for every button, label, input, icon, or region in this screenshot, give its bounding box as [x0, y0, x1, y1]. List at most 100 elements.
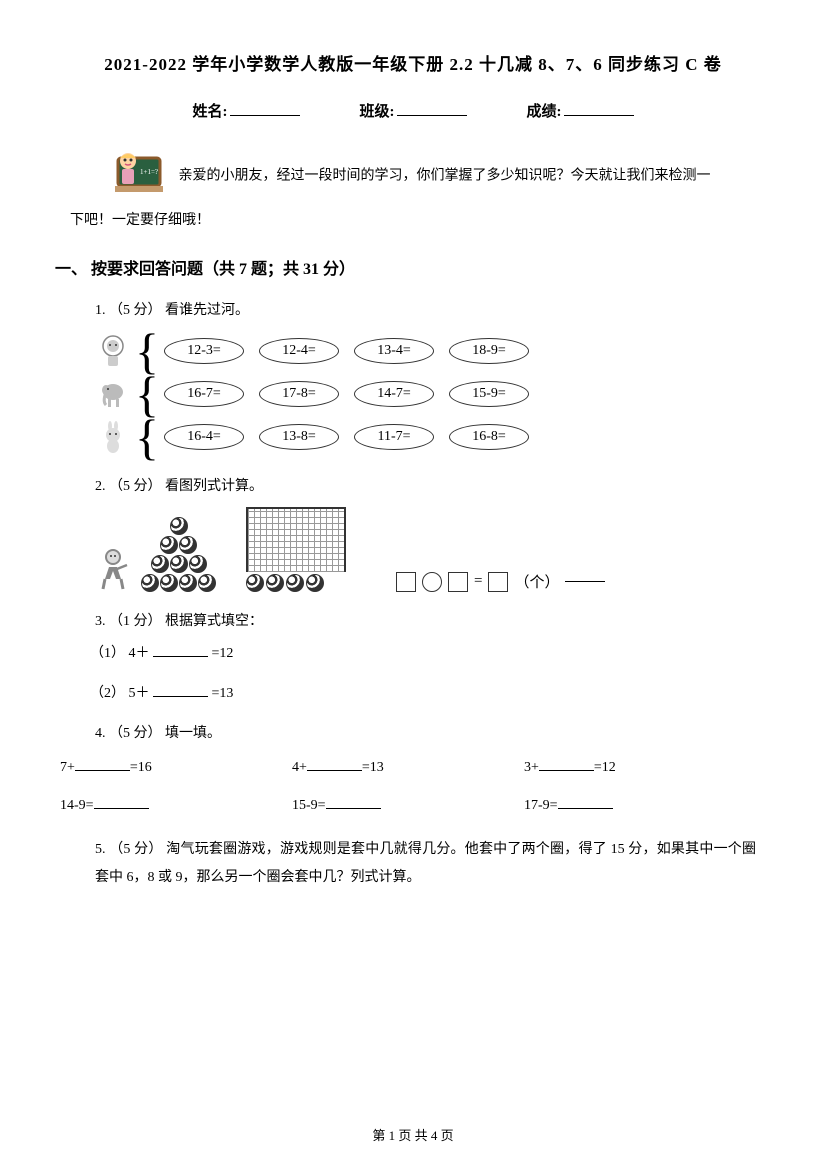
soccer-ball-icon	[179, 574, 197, 592]
score-field: 成绩:	[527, 100, 634, 121]
student-info-row: 姓名: 班级: 成绩:	[70, 100, 756, 121]
question-1: 1. （5 分） 看谁先过河。 { 12-3= 12-4= 13-4= 18-9…	[95, 299, 756, 457]
number-box[interactable]	[396, 572, 416, 592]
score-label: 成绩:	[527, 100, 562, 121]
soccer-ball-icon	[160, 574, 178, 592]
equals-sign: =	[474, 573, 482, 590]
boy-with-balls	[95, 517, 216, 592]
fill-item: 7+=16	[60, 760, 292, 776]
fill-blank[interactable]	[307, 770, 362, 771]
score-blank[interactable]	[564, 115, 634, 116]
fill-item: 15-9=	[292, 798, 524, 814]
soccer-ball-icon	[141, 574, 159, 592]
soccer-goal-icon	[246, 507, 346, 572]
fill-blank[interactable]	[558, 808, 613, 809]
soccer-ball-icon	[266, 574, 284, 592]
goal-section	[246, 507, 346, 592]
q3-sub1: （1） 4＋ =12	[90, 642, 756, 662]
fill-pre: 15-9=	[292, 798, 326, 813]
svg-text:1+1=?: 1+1=?	[140, 168, 158, 176]
river-crossing-problem: { 12-3= 12-4= 13-4= 18-9= { 16-7= 17-8= …	[95, 331, 756, 457]
river-row-3: { 16-4= 13-8= 11-7= 16-8=	[95, 417, 756, 457]
question-5: 5. （5 分） 淘气玩套圈游戏，游戏规则是套中几就得几分。他套中了两个圈，得了…	[95, 836, 756, 892]
fill-pre: 3+	[524, 760, 539, 775]
q3-label: 3. （1 分） 根据算式填空：	[95, 610, 756, 630]
section-1-title: 一、 按要求回答问题（共 7 题；共 31 分）	[55, 255, 756, 279]
fill-blank[interactable]	[94, 808, 149, 809]
q2-label: 2. （5 分） 看图列式计算。	[95, 475, 756, 495]
boy-icon	[95, 547, 133, 592]
fill-pre: 4+	[292, 760, 307, 775]
equation-oval[interactable]: 16-7=	[164, 381, 244, 407]
equation-oval[interactable]: 17-8=	[259, 381, 339, 407]
river-row-2: { 16-7= 17-8= 14-7= 15-9=	[95, 374, 756, 414]
brace-icon: {	[135, 331, 159, 371]
fill-blank[interactable]	[539, 770, 594, 771]
fill-blank[interactable]	[75, 770, 130, 771]
question-3: 3. （1 分） 根据算式填空： （1） 4＋ =12 （2） 5＋ =13	[95, 610, 756, 702]
equation-oval[interactable]: 13-8=	[259, 424, 339, 450]
fill-pre: 7+	[60, 760, 75, 775]
name-label: 姓名:	[193, 100, 228, 121]
equation-oval[interactable]: 16-8=	[449, 424, 529, 450]
fill-post: =13	[362, 760, 384, 775]
brace-icon: {	[135, 417, 159, 457]
soccer-problem: = （个）	[95, 507, 756, 592]
lion-icon	[95, 331, 130, 371]
fill-blank[interactable]	[326, 808, 381, 809]
equation-oval[interactable]: 13-4=	[354, 338, 434, 364]
river-row-1: { 12-3= 12-4= 13-4= 18-9=	[95, 331, 756, 371]
equation-oval[interactable]: 16-4=	[164, 424, 244, 450]
name-blank[interactable]	[230, 115, 300, 116]
name-field: 姓名:	[193, 100, 300, 121]
class-field: 班级:	[360, 100, 467, 121]
fill-blank[interactable]	[153, 696, 208, 697]
equation-oval[interactable]: 14-7=	[354, 381, 434, 407]
q4-label: 4. （5 分） 填一填。	[95, 722, 756, 742]
q3-sub1-pre: （1） 4＋	[90, 646, 150, 661]
q4-row2: 14-9= 15-9= 17-9=	[60, 798, 756, 814]
soccer-ball-icon	[151, 555, 169, 573]
soccer-ball-icon	[246, 574, 264, 592]
q3-sub2: （2） 5＋ =13	[90, 682, 756, 702]
q1-label: 1. （5 分） 看谁先过河。	[95, 299, 756, 319]
fill-item: 14-9=	[60, 798, 292, 814]
fill-pre: 14-9=	[60, 798, 94, 813]
soccer-ball-icon	[189, 555, 207, 573]
intro-line1: 亲爱的小朋友，经过一段时间的学习，你们掌握了多少知识呢？今天就让我们来检测一	[179, 169, 711, 184]
worksheet-title: 2021-2022 学年小学数学人教版一年级下册 2.2 十几减 8、7、6 同…	[70, 50, 756, 75]
intro-line2: 下吧！一定要仔细哦！	[70, 207, 756, 235]
fill-pre: 17-9=	[524, 798, 558, 813]
teacher-icon: 1+1=?	[110, 146, 165, 207]
class-blank[interactable]	[397, 115, 467, 116]
q3-sub1-post: =12	[212, 646, 234, 661]
fill-item: 3+ =12	[524, 760, 756, 776]
equation-oval[interactable]: 11-7=	[354, 424, 434, 450]
soccer-ball-icon	[306, 574, 324, 592]
equation-oval[interactable]: 15-9=	[449, 381, 529, 407]
fill-post: =12	[594, 760, 616, 775]
soccer-ball-icon	[170, 555, 188, 573]
answer-blank[interactable]	[565, 581, 605, 582]
soccer-ball-icon	[286, 574, 304, 592]
equation-oval[interactable]: 12-4=	[259, 338, 339, 364]
soccer-ball-icon	[170, 517, 188, 535]
soccer-ball-icon	[160, 536, 178, 554]
q3-sub2-pre: （2） 5＋	[90, 686, 150, 701]
fill-item: 17-9=	[524, 798, 756, 814]
equation-oval[interactable]: 18-9=	[449, 338, 529, 364]
equation-oval[interactable]: 12-3=	[164, 338, 244, 364]
operator-circle[interactable]	[422, 572, 442, 592]
unit-label: （个）	[514, 571, 559, 592]
class-label: 班级:	[360, 100, 395, 121]
soccer-ball-icon	[198, 574, 216, 592]
brace-icon: {	[135, 374, 159, 414]
goal-balls	[246, 574, 346, 592]
page-footer: 第 1 页 共 4 页	[0, 1125, 826, 1144]
fill-blank[interactable]	[153, 656, 208, 657]
question-2: 2. （5 分） 看图列式计算。	[95, 475, 756, 592]
number-box[interactable]	[448, 572, 468, 592]
intro-text: 1+1=? 亲爱的小朋友，经过一段时间的学习，你们掌握了多少知识呢？今天就让我们…	[70, 146, 756, 235]
bunny-icon	[95, 417, 130, 457]
number-box[interactable]	[488, 572, 508, 592]
